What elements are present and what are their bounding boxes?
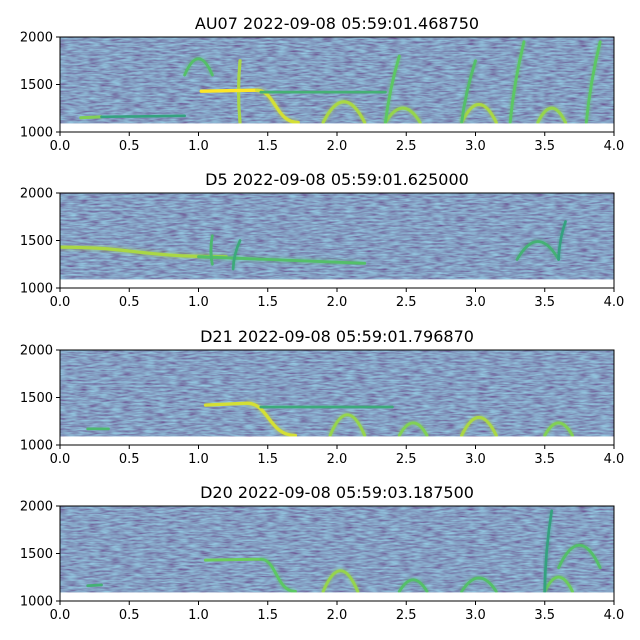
x-tick-label: 1.0	[188, 139, 209, 154]
x-tick-label: 4.0	[604, 139, 625, 154]
call-trace	[557, 220, 567, 261]
y-tick-label: 2000	[20, 500, 53, 515]
call-trace	[321, 569, 360, 594]
call-trace	[197, 255, 367, 265]
x-tick-label: 0.0	[50, 608, 71, 623]
x-tick-label: 2.5	[396, 295, 417, 310]
x-tick-label: 1.0	[188, 295, 209, 310]
empty-band	[60, 279, 614, 288]
call-trace	[584, 40, 602, 124]
y-tick-label: 1000	[20, 439, 53, 454]
x-tick-label: 1.5	[257, 452, 278, 467]
call-trace	[100, 114, 186, 119]
call-trace	[384, 54, 401, 124]
noise-texture	[60, 193, 614, 280]
call-trace	[460, 416, 498, 438]
empty-band	[60, 123, 614, 132]
spectrogram-panel-d5: D5 2022-09-08 05:59:01.625000 0.0 0.5 1.0 1.…	[20, 170, 624, 310]
y-tick-label: 1500	[20, 78, 53, 93]
x-tick-label: 3.5	[534, 452, 555, 467]
call-trace	[328, 413, 367, 438]
x-tick-label: 0.0	[50, 452, 71, 467]
y-tick-label: 1500	[20, 234, 53, 249]
call-trace	[508, 40, 526, 124]
y-tick-label: 2000	[20, 344, 53, 359]
call-trace	[543, 509, 553, 593]
y-tick-label: 1500	[20, 547, 53, 562]
x-tick-label: 4.0	[604, 452, 625, 467]
plot-area	[60, 193, 614, 288]
x-tick-label: 0.5	[119, 139, 140, 154]
y-tick-label: 1500	[20, 391, 53, 406]
x-tick-label: 3.0	[465, 139, 486, 154]
plot-area	[60, 350, 614, 445]
call-trace	[460, 576, 498, 593]
call-trace	[543, 421, 574, 438]
x-tick-label: 3.0	[465, 295, 486, 310]
x-tick-label: 2.0	[327, 295, 348, 310]
call-trace	[203, 557, 263, 562]
x-tick-label: 2.0	[327, 452, 348, 467]
call-trace	[515, 240, 560, 261]
x-tick-label: 0.5	[119, 452, 140, 467]
call-trace	[557, 544, 602, 570]
panel-title: D5 2022-09-08 05:59:01.625000	[205, 170, 469, 189]
x-tick-label: 3.5	[534, 139, 555, 154]
x-tick-label: 2.5	[396, 139, 417, 154]
call-trace	[321, 100, 367, 125]
empty-band	[60, 592, 614, 601]
x-tick-label: 0.5	[119, 295, 140, 310]
x-tick-label: 2.5	[396, 608, 417, 623]
call-trace	[203, 401, 249, 407]
x-tick-label: 1.5	[257, 139, 278, 154]
call-trace	[536, 106, 568, 125]
spectrogram-panel-au07: AU07 2022-09-08 05:59:01.468750 0.0 0.5 1.0…	[20, 14, 624, 154]
x-tick-label: 0.0	[50, 295, 71, 310]
call-trace	[79, 115, 104, 120]
x-tick-label: 3.5	[534, 608, 555, 623]
call-trace	[397, 578, 429, 593]
x-tick-label: 2.0	[327, 139, 348, 154]
y-tick-label: 1000	[20, 126, 53, 141]
x-tick-label: 4.0	[604, 295, 625, 310]
call-trace	[183, 57, 214, 77]
call-trace	[209, 234, 214, 266]
x-tick-label: 1.5	[257, 295, 278, 310]
spectrogram-panel-d20: D20 2022-09-08 05:59:03.187500 0.0 0.5 1.0 1…	[20, 483, 624, 623]
call-trace	[245, 401, 298, 438]
x-tick-label: 3.5	[534, 295, 555, 310]
y-tick-label: 1000	[20, 595, 53, 610]
y-tick-label: 2000	[20, 187, 53, 202]
plot-area	[60, 37, 614, 132]
x-tick-label: 3.0	[465, 452, 486, 467]
call-trace	[86, 583, 103, 588]
panel-title: AU07 2022-09-08 05:59:01.468750	[195, 14, 479, 33]
spectrogram-panel-d21: D21 2022-09-08 05:59:01.796870 0.0 0.5 1.0 1…	[20, 327, 624, 467]
x-tick-label: 2.5	[396, 452, 417, 467]
x-tick-label: 1.0	[188, 452, 209, 467]
call-trace	[397, 421, 429, 438]
x-tick-label: 2.0	[327, 608, 348, 623]
call-trace	[231, 239, 242, 271]
panel-title: D20 2022-09-08 05:59:03.187500	[200, 483, 474, 502]
x-tick-label: 1.0	[188, 608, 209, 623]
x-tick-label: 4.0	[604, 608, 625, 623]
x-tick-label: 3.0	[465, 608, 486, 623]
x-tick-label: 0.0	[50, 139, 71, 154]
panel-title: D21 2022-09-08 05:59:01.796870	[200, 327, 474, 346]
call-trace	[460, 59, 477, 124]
x-tick-label: 1.5	[257, 608, 278, 623]
y-tick-label: 1000	[20, 282, 53, 297]
noise-texture	[60, 506, 614, 593]
noise-texture	[60, 37, 614, 124]
call-trace	[259, 557, 297, 593]
x-tick-label: 0.5	[119, 608, 140, 623]
empty-band	[60, 436, 614, 445]
plot-area	[60, 506, 614, 601]
y-tick-label: 2000	[20, 31, 53, 46]
call-trace	[199, 88, 259, 93]
